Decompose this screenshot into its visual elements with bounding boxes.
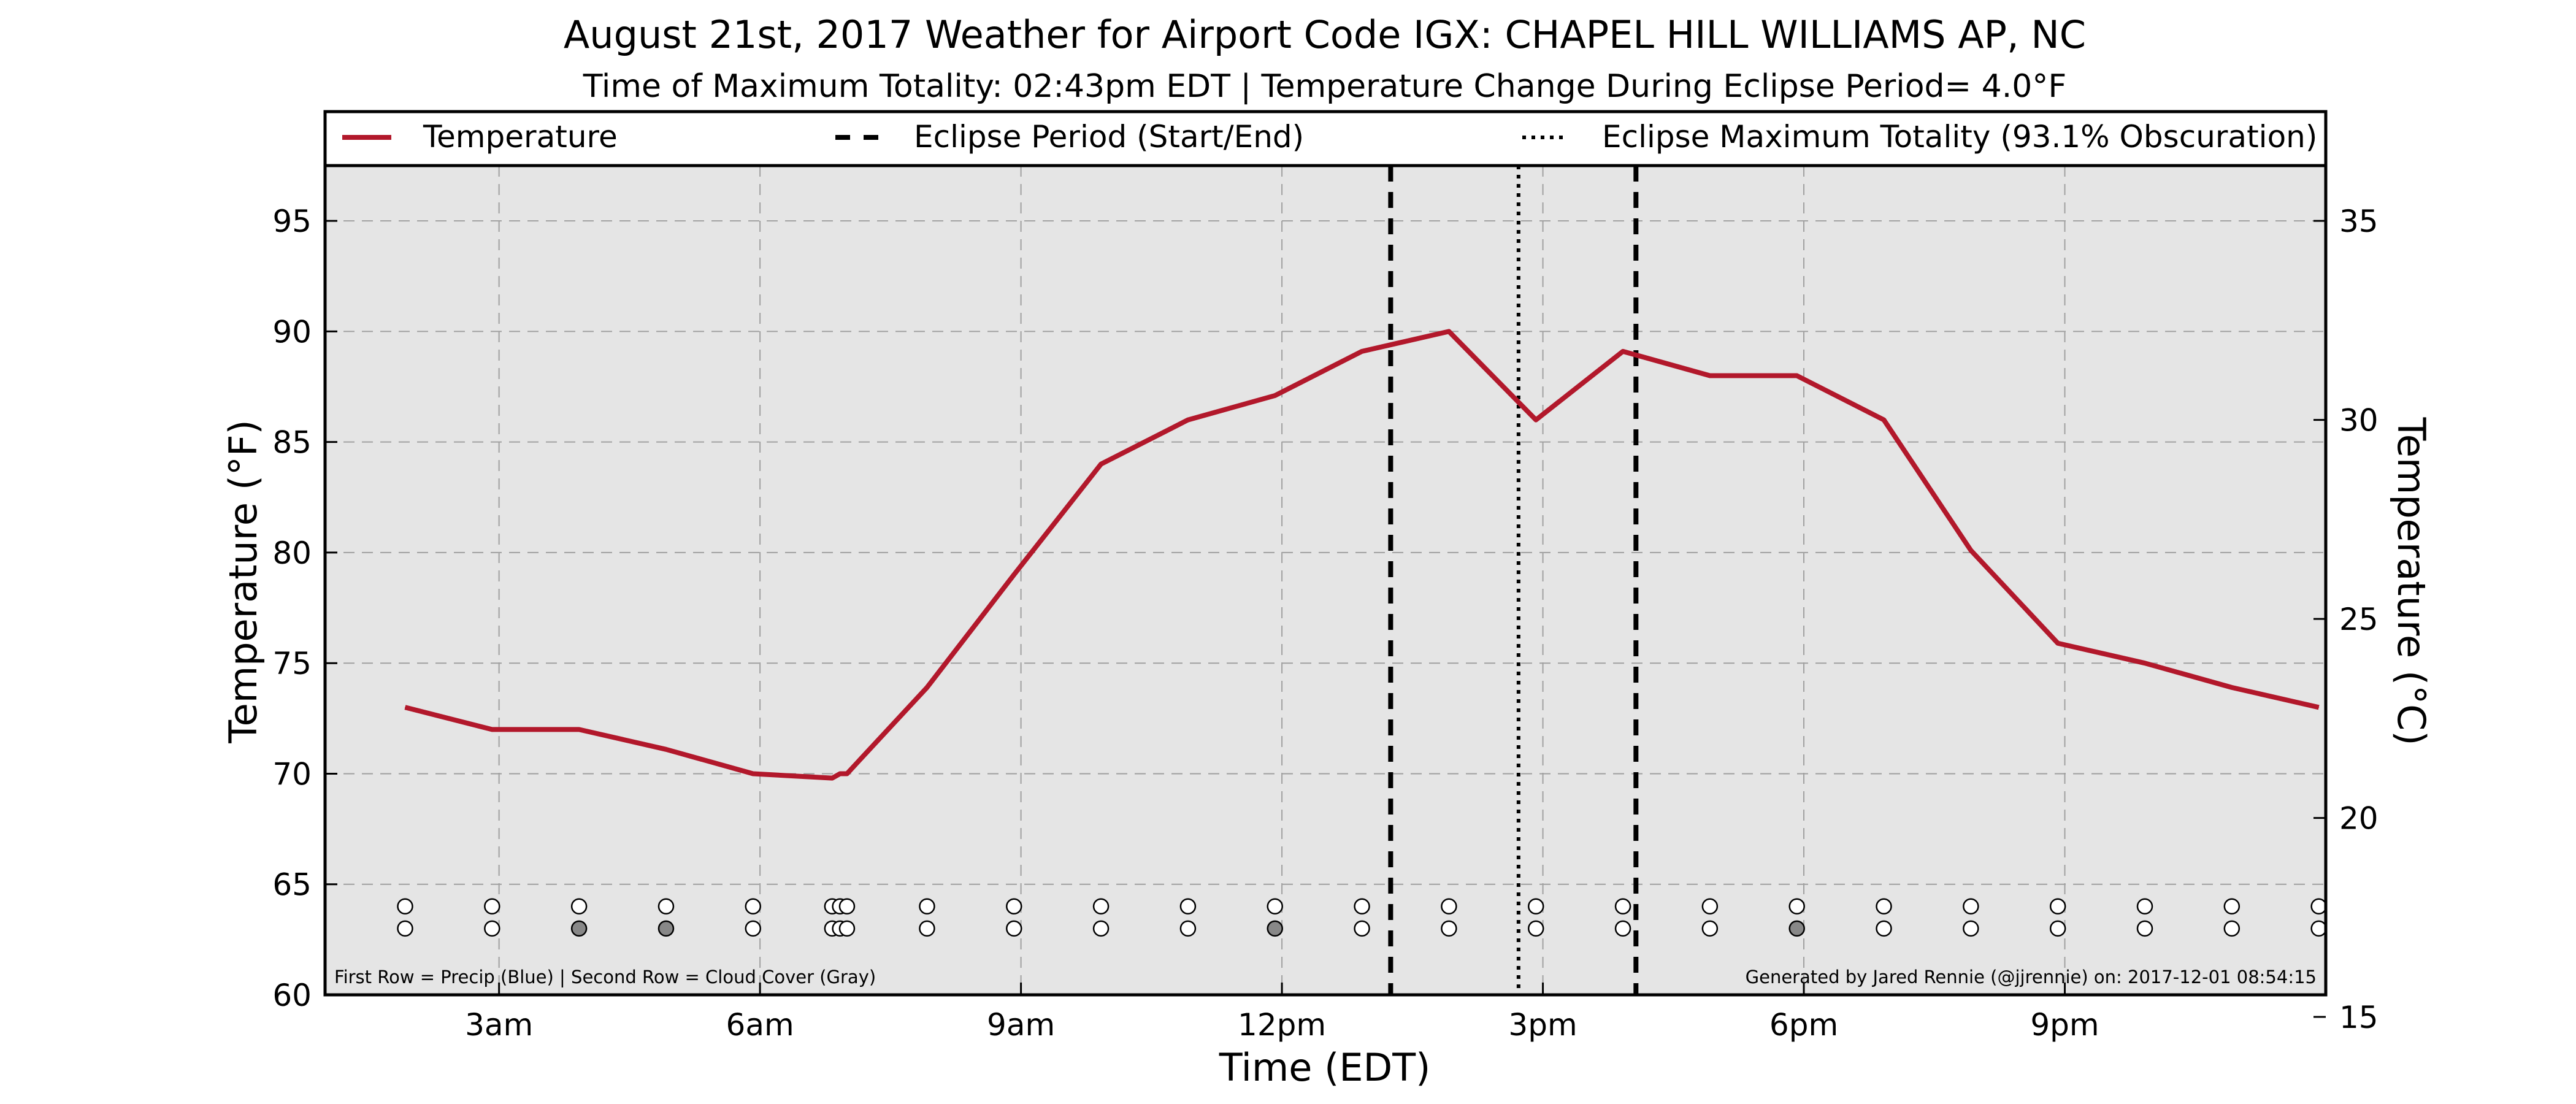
cloud-cover-marker bbox=[484, 920, 500, 937]
legend-label-temperature: Temperature bbox=[423, 119, 618, 155]
precip-marker bbox=[1267, 898, 1283, 915]
precip-marker bbox=[745, 898, 762, 915]
y-axis-left-ticks: 60 65 70 75 80 85 90 95 bbox=[272, 204, 337, 1013]
y-tick-label-left: 65 bbox=[272, 867, 312, 903]
y-tick-label-left: 80 bbox=[272, 535, 312, 571]
cloud-cover-marker bbox=[1614, 920, 1631, 937]
x-tick-label: 9pm bbox=[2030, 1007, 2099, 1043]
cloud-cover-marker bbox=[1963, 920, 1979, 937]
cloud-cover-marker bbox=[745, 920, 762, 937]
precip-marker bbox=[1179, 898, 1197, 915]
y-tick-label-left: 75 bbox=[272, 646, 312, 681]
chart-title: August 21st, 2017 Weather for Airport Co… bbox=[564, 12, 2086, 57]
precip-marker bbox=[1354, 898, 1370, 915]
y-tick-label-right: 30 bbox=[2339, 403, 2379, 439]
y-tick-label-left: 90 bbox=[272, 314, 312, 350]
precip-marker bbox=[1441, 898, 1457, 915]
y-tick-label-right: 35 bbox=[2339, 204, 2379, 239]
precip-marker bbox=[1006, 898, 1022, 915]
plot-area bbox=[325, 166, 2326, 995]
x-axis-label: Time (EDT) bbox=[1219, 1045, 1431, 1090]
precip-marker bbox=[1092, 898, 1110, 915]
legend-label-eclipse-period: Eclipse Period (Start/End) bbox=[914, 119, 1304, 155]
cloud-cover-marker bbox=[1441, 920, 1457, 937]
temperature-point bbox=[2318, 707, 2320, 708]
observation-rows bbox=[397, 898, 2327, 937]
precip-marker bbox=[1614, 898, 1631, 915]
cloud-cover-marker bbox=[570, 920, 588, 937]
y-tick-label-left: 60 bbox=[272, 978, 312, 1013]
footnote-right: Generated by Jared Rennie (@jjrennie) on… bbox=[1746, 967, 2317, 987]
cloud-cover-marker bbox=[1179, 920, 1197, 937]
y-tick-label-right: 20 bbox=[2339, 801, 2379, 837]
x-tick-label: 3am bbox=[465, 1007, 533, 1043]
temperature-series-group bbox=[404, 329, 2320, 781]
precip-marker bbox=[397, 898, 413, 915]
y-axis-left-label: Temperature (°F) bbox=[221, 420, 266, 743]
precip-marker bbox=[1527, 898, 1544, 915]
precip-marker bbox=[919, 898, 935, 915]
cloud-cover-marker bbox=[1876, 920, 1892, 937]
precip-marker bbox=[570, 898, 588, 915]
cloud-cover-marker bbox=[1006, 920, 1022, 937]
precip-marker bbox=[2310, 898, 2327, 915]
precip-marker bbox=[838, 898, 856, 915]
precip-marker bbox=[1963, 898, 1979, 915]
temperature-point bbox=[1796, 375, 1798, 377]
precip-marker bbox=[657, 898, 675, 915]
x-tick-label: 12pm bbox=[1238, 1007, 1326, 1043]
precip-marker bbox=[2136, 898, 2153, 915]
temperature-point bbox=[846, 773, 848, 774]
temperature-point bbox=[578, 729, 580, 730]
x-tick-label: 9am bbox=[987, 1007, 1055, 1043]
x-axis-ticks: 3am 6am 9am 12pm 3pm 6pm 9pm bbox=[465, 983, 2099, 1043]
cloud-cover-marker bbox=[1701, 920, 1719, 937]
cloud-cover-marker bbox=[838, 920, 856, 937]
cloud-cover-marker bbox=[397, 920, 413, 937]
temperature-point bbox=[1709, 375, 1711, 377]
precip-marker bbox=[2223, 898, 2241, 915]
eclipse-markers bbox=[1388, 166, 1639, 995]
cloud-cover-marker bbox=[2223, 920, 2241, 937]
y-tick-label-right: 25 bbox=[2339, 602, 2379, 637]
temperature-point bbox=[2231, 687, 2233, 688]
precip-marker bbox=[2049, 898, 2066, 915]
y-tick-label-left: 70 bbox=[272, 756, 312, 792]
precip-marker bbox=[484, 898, 500, 915]
cloud-cover-marker bbox=[1788, 920, 1805, 937]
grid-lines bbox=[325, 166, 2326, 995]
cloud-cover-marker bbox=[919, 920, 935, 937]
cloud-cover-marker bbox=[657, 920, 675, 937]
cloud-cover-marker bbox=[1527, 920, 1544, 937]
temperature-point bbox=[491, 729, 493, 730]
cloud-cover-marker bbox=[2049, 920, 2066, 937]
cloud-cover-marker bbox=[1354, 920, 1370, 937]
x-tick-label: 6am bbox=[726, 1007, 794, 1043]
cloud-cover-marker bbox=[2136, 920, 2153, 937]
precip-marker bbox=[1876, 898, 1892, 915]
legend: Temperature Eclipse Period (Start/End) E… bbox=[342, 119, 2317, 155]
cloud-cover-marker bbox=[1092, 920, 1110, 937]
y-tick-label-left: 95 bbox=[272, 204, 312, 239]
y-tick-label-left: 85 bbox=[272, 425, 312, 461]
cloud-cover-marker bbox=[2310, 920, 2327, 937]
x-tick-label: 6pm bbox=[1769, 1007, 1838, 1043]
y-axis-right-ticks: 15 20 25 30 35 bbox=[2313, 204, 2379, 1035]
cloud-cover-marker bbox=[1267, 920, 1283, 937]
precip-marker bbox=[1701, 898, 1719, 915]
legend-label-max-totality: Eclipse Maximum Totality (93.1% Obscurat… bbox=[1602, 119, 2317, 155]
y-tick-label-right: 15 bbox=[2339, 1000, 2379, 1035]
y-axis-right-label: Temperature (°C) bbox=[2389, 416, 2434, 745]
footnote-left: First Row = Precip (Blue) | Second Row =… bbox=[334, 967, 876, 987]
x-tick-label: 3pm bbox=[1508, 1007, 1577, 1043]
chart-subtitle: Time of Maximum Totality: 02:43pm EDT | … bbox=[583, 68, 2066, 105]
precip-marker bbox=[1788, 898, 1805, 915]
